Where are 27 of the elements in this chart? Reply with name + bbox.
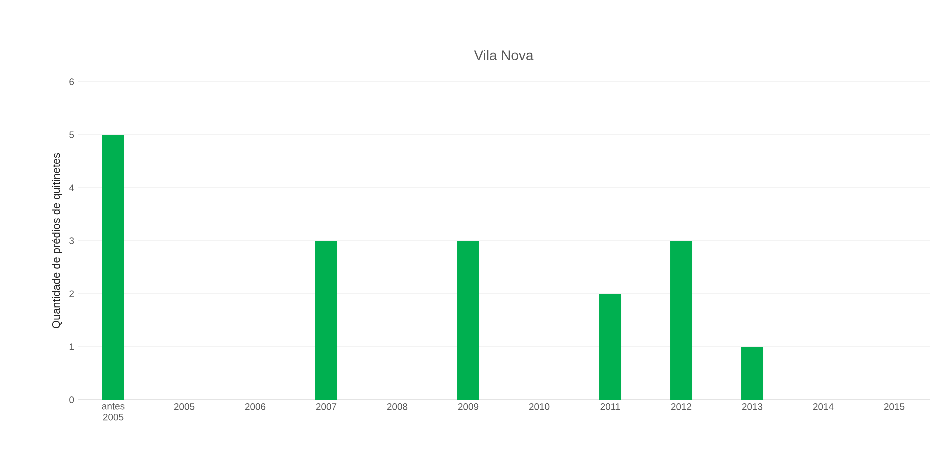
x-tick-label: 2007 — [316, 404, 337, 410]
y-tick-label: 0 — [70, 396, 74, 404]
y-tick-label: 5 — [70, 132, 74, 138]
x-tick-label: 2013 — [742, 404, 763, 410]
x-tick-label: 2011 — [600, 404, 620, 410]
bar — [670, 241, 693, 400]
bar — [458, 241, 480, 400]
x-tick-label: 2008 — [387, 404, 408, 410]
y-tick-label: 4 — [69, 184, 74, 192]
x-tick-label: 2015 — [884, 404, 905, 410]
bar — [102, 135, 124, 400]
chart-title: Vila Nova — [474, 50, 534, 61]
y-tick-label: 1 — [70, 344, 74, 350]
x-tick-label: 2009 — [458, 404, 479, 410]
bar — [600, 294, 622, 400]
y-tick-label: 3 — [70, 238, 74, 244]
x-tick-label: antes 2005 — [102, 404, 125, 421]
x-tick-label: 2005 — [174, 404, 195, 410]
y-tick-label: 6 — [70, 78, 74, 86]
x-tick-label: 2006 — [245, 404, 266, 410]
bar — [316, 241, 338, 400]
y-axis-title: Quantidade de prédios de quitinetes — [52, 153, 62, 329]
x-tick-label: 2014 — [813, 404, 834, 410]
x-tick-label: 2012 — [671, 404, 692, 410]
x-tick-label: 2010 — [529, 404, 550, 410]
y-tick-label: 2 — [70, 290, 74, 298]
bar — [742, 347, 764, 400]
